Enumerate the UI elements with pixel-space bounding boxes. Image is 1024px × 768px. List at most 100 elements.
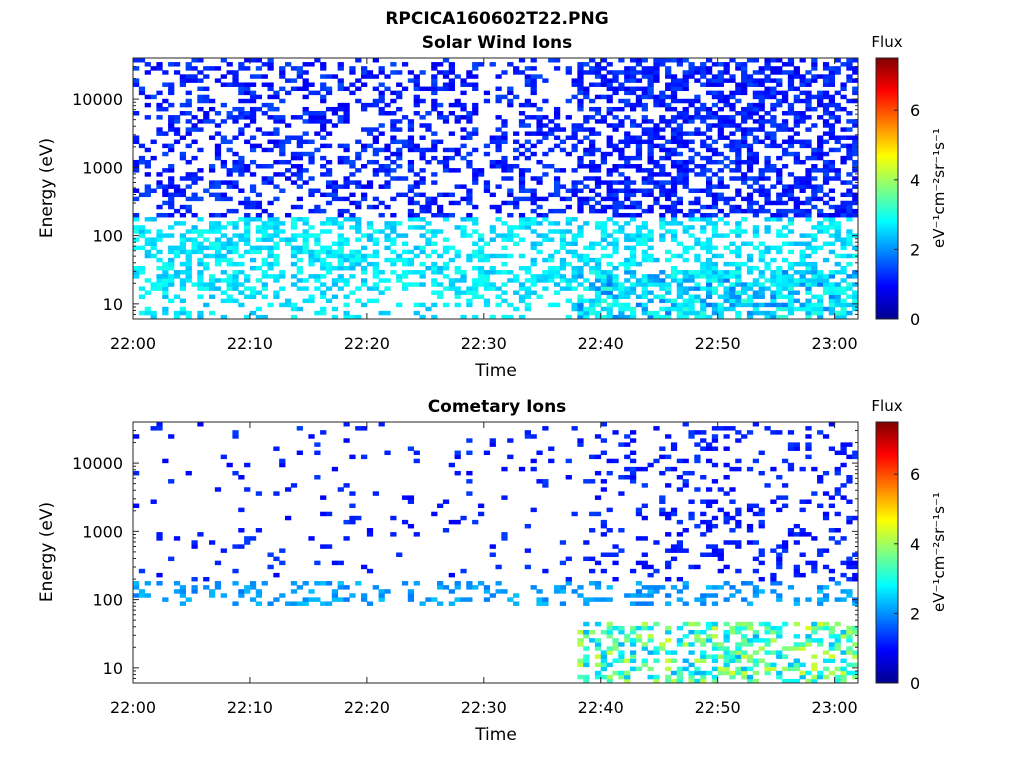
heatmap-cell <box>337 196 344 202</box>
heatmap-cell <box>618 302 625 308</box>
heatmap-cell <box>594 470 602 476</box>
heatmap-cell <box>770 298 777 304</box>
heatmap-cell <box>191 237 198 242</box>
heatmap-cell <box>805 70 812 75</box>
heatmap-cell <box>559 257 567 263</box>
heatmap-cell <box>752 188 760 193</box>
heatmap-cell <box>688 74 695 79</box>
heatmap-cell <box>583 62 590 67</box>
heatmap-cell <box>688 270 695 275</box>
heatmap-cell <box>793 446 800 451</box>
heatmap-cell <box>746 257 754 263</box>
heatmap-cell <box>711 479 719 484</box>
heatmap-cell <box>518 143 526 149</box>
heatmap-cell <box>694 196 701 202</box>
heatmap-cell <box>764 625 771 631</box>
heatmap-cell <box>618 282 625 287</box>
heatmap-cell <box>746 678 754 684</box>
heatmap-cell <box>764 314 771 320</box>
heatmap-cell <box>431 200 438 206</box>
heatmap-cell <box>670 139 678 145</box>
heatmap-cell <box>711 225 719 230</box>
heatmap-cell <box>372 98 379 104</box>
heatmap-cell <box>688 278 695 283</box>
heatmap-cell <box>670 212 678 218</box>
heatmap-cell <box>361 127 368 132</box>
heatmap-cell <box>390 212 397 218</box>
heatmap-cell <box>495 143 502 149</box>
heatmap-cell <box>513 601 520 606</box>
heatmap-cell <box>665 180 672 185</box>
heatmap-cell <box>407 119 415 124</box>
heatmap-cell <box>676 674 683 680</box>
heatmap-cell <box>238 217 245 222</box>
heatmap-cell <box>752 135 760 140</box>
heatmap-cell <box>729 58 736 63</box>
heatmap-cell <box>553 66 561 71</box>
heatmap-cell <box>513 164 520 169</box>
heatmap-cell <box>700 658 707 664</box>
heatmap-cell <box>618 528 625 533</box>
heatmap-cell <box>191 123 198 128</box>
heatmap-cell <box>834 666 841 672</box>
heatmap-cell <box>372 168 379 173</box>
heatmap-cell <box>735 139 742 145</box>
heatmap-cell <box>314 90 321 96</box>
heatmap-cell <box>355 151 362 157</box>
heatmap-cell <box>805 82 812 87</box>
heatmap-cell <box>472 172 479 177</box>
heatmap-cell <box>396 106 403 112</box>
heatmap-cell <box>852 625 859 631</box>
heatmap-cell <box>793 261 800 267</box>
heatmap-cell <box>629 192 637 198</box>
heatmap-cell <box>214 257 222 263</box>
heatmap-cell <box>700 229 707 234</box>
heatmap-cell <box>232 278 239 283</box>
heatmap-cell <box>308 589 315 594</box>
heatmap-cell <box>226 115 233 120</box>
heatmap-cell <box>787 274 795 279</box>
heatmap-cell <box>267 552 274 557</box>
heatmap-cell <box>232 568 239 574</box>
heatmap-cell <box>711 499 719 504</box>
heatmap-cell <box>553 249 561 255</box>
heatmap-cell <box>776 229 783 234</box>
heatmap-cell <box>361 233 368 238</box>
heatmap-cell <box>314 274 321 279</box>
heatmap-cell <box>822 225 830 230</box>
heatmap-cell <box>817 98 824 104</box>
heatmap-cell <box>629 155 637 161</box>
heatmap-cell <box>624 155 631 161</box>
heatmap-cell <box>407 127 415 132</box>
heatmap-cell <box>413 82 420 87</box>
heatmap-cell <box>495 253 502 259</box>
heatmap-cell <box>682 172 689 177</box>
heatmap-cell <box>670 442 678 447</box>
heatmap-cell <box>618 629 625 635</box>
heatmap-cell <box>372 74 379 79</box>
heatmap-cell <box>659 298 666 304</box>
heatmap-cell <box>735 438 742 443</box>
heatmap-cell <box>261 233 268 238</box>
heatmap-cell <box>746 310 754 316</box>
heatmap-cell <box>787 217 795 222</box>
heatmap-cell <box>758 90 765 96</box>
heatmap-cell <box>226 184 233 189</box>
heatmap-cell <box>746 241 754 246</box>
heatmap-cell <box>688 217 695 222</box>
heatmap-cell <box>746 58 754 63</box>
heatmap-cell <box>600 274 607 279</box>
heatmap-cell <box>249 536 257 541</box>
heatmap-cell <box>711 515 719 521</box>
heatmap-cell <box>489 438 496 443</box>
heatmap-cell <box>793 282 800 287</box>
heatmap-cell <box>817 135 824 140</box>
heatmap-cell <box>361 302 368 308</box>
heatmap-cell <box>460 102 467 108</box>
heatmap-cell <box>612 196 619 202</box>
heatmap-cell <box>705 257 713 263</box>
heatmap-cell <box>805 245 812 251</box>
heatmap-cell <box>811 123 818 128</box>
heatmap-cell <box>805 314 812 320</box>
heatmap-cell <box>355 200 362 206</box>
